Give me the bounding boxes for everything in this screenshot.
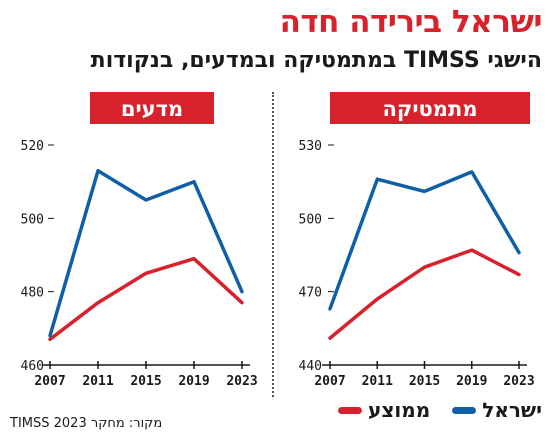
panel-2-y-tick-label: 500 [299,212,322,227]
panel-divider [272,92,274,397]
panel-2-x-tick-label: 2015 [409,374,440,389]
panel-2-y-tick-label: 440 [299,359,322,374]
panel-1-y-tick-label: 500 [21,212,44,227]
legend-item-average: ממוצע [338,398,430,422]
panel-1-x-tick-label: 2007 [34,374,65,389]
legend-label-israel: ישראל [482,398,542,422]
panel-2-series-israel-line [328,170,521,311]
panel-1-x-tick-label: 2023 [226,374,257,389]
panel-1-x-tick-label: 2015 [130,374,161,389]
panel-2-series-average-line [328,248,521,340]
panel-2-x-tick-label: 2019 [456,374,487,389]
panel-2-title: מתמטיקה [382,97,477,121]
page-title: ישראל בירידה חדה [279,4,543,40]
panel-1-x-tick-label: 2019 [178,374,209,389]
panel-1-series-average-line [48,256,244,342]
legend-swatch-israel [452,406,477,414]
page-subtitle: הישגי TIMSS במתמטיקה ובמדעים, בנקודות [90,48,542,73]
legend: ישראל ממוצע [338,398,542,422]
panel-1-x-tick-label: 2011 [82,374,113,389]
panel-1-y-tick-label: 520 [21,139,44,154]
panel-1-series-israel-line [48,168,244,338]
legend-item-israel: ישראל [452,398,542,422]
panel-1-title-badge [90,92,214,124]
panel-2-title-badge [330,92,530,124]
panel-2-x-tick-label: 2023 [503,374,534,389]
panel-1-title: מדעים [121,97,183,121]
legend-label-average: ממוצע [368,398,431,422]
panel-2-x-tick-label: 2011 [362,374,393,389]
panel-1-y-tick-label: 480 [21,286,44,301]
legend-swatch-average [338,406,363,414]
panel-2-x-tick-label: 2007 [314,374,345,389]
panel-2-y-tick-label: 530 [299,139,322,154]
source-note: מקור: מחקר TIMSS 2023 [10,416,163,431]
panel-1-y-tick-label: 460 [21,359,44,374]
panel-2-y-tick-label: 470 [299,286,322,301]
